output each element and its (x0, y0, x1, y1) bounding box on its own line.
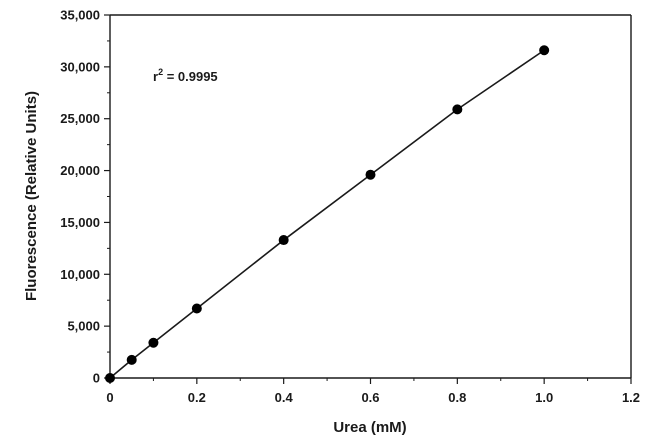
data-point (452, 104, 463, 115)
y-tick-label: 30,000 (60, 59, 100, 74)
x-tick-label: 0.8 (448, 390, 466, 405)
x-tick-label: 0 (106, 390, 113, 405)
y-axis-title: Fluorescence (Relative Units) (23, 91, 40, 301)
data-point (148, 337, 159, 348)
annotation-superscript: 2 (158, 67, 163, 77)
y-tick-label: 15,000 (60, 215, 100, 230)
fit-line-group (109, 49, 545, 379)
annotation-base: r (153, 69, 158, 84)
y-tick-label: 10,000 (60, 267, 100, 282)
fit-line (109, 49, 545, 379)
data-points (105, 45, 550, 383)
x-axis-title: Urea (mM) (333, 419, 406, 436)
annotation-value: = 0.9995 (163, 69, 218, 84)
y-tick-label: 20,000 (60, 163, 100, 178)
x-tick-label: 0.6 (361, 390, 379, 405)
data-point (539, 45, 550, 56)
y-tick-label: 25,000 (60, 111, 100, 126)
y-tick-label: 0 (93, 371, 100, 386)
data-point (191, 303, 202, 314)
r-squared-annotation: r2 = 0.9995 (153, 67, 218, 84)
data-point (365, 169, 376, 180)
x-tick-label: 0.4 (275, 390, 294, 405)
data-point (105, 373, 115, 383)
data-point (278, 235, 289, 246)
y-tick-label: 5,000 (67, 319, 100, 334)
y-tick-labels: 0 5,000 10,000 15,000 20,000 25,000 30,000 35,0… (60, 8, 100, 386)
y-tick-label: 35,000 (60, 8, 100, 23)
x-tick-label: 1.0 (535, 390, 553, 405)
x-tick-label: 0.2 (188, 390, 206, 405)
x-tick-labels: 0 0.2 0.4 0.6 0.8 1.0 1.2 (106, 390, 640, 405)
data-point (126, 354, 137, 365)
x-tick-label: 1.2 (622, 390, 640, 405)
